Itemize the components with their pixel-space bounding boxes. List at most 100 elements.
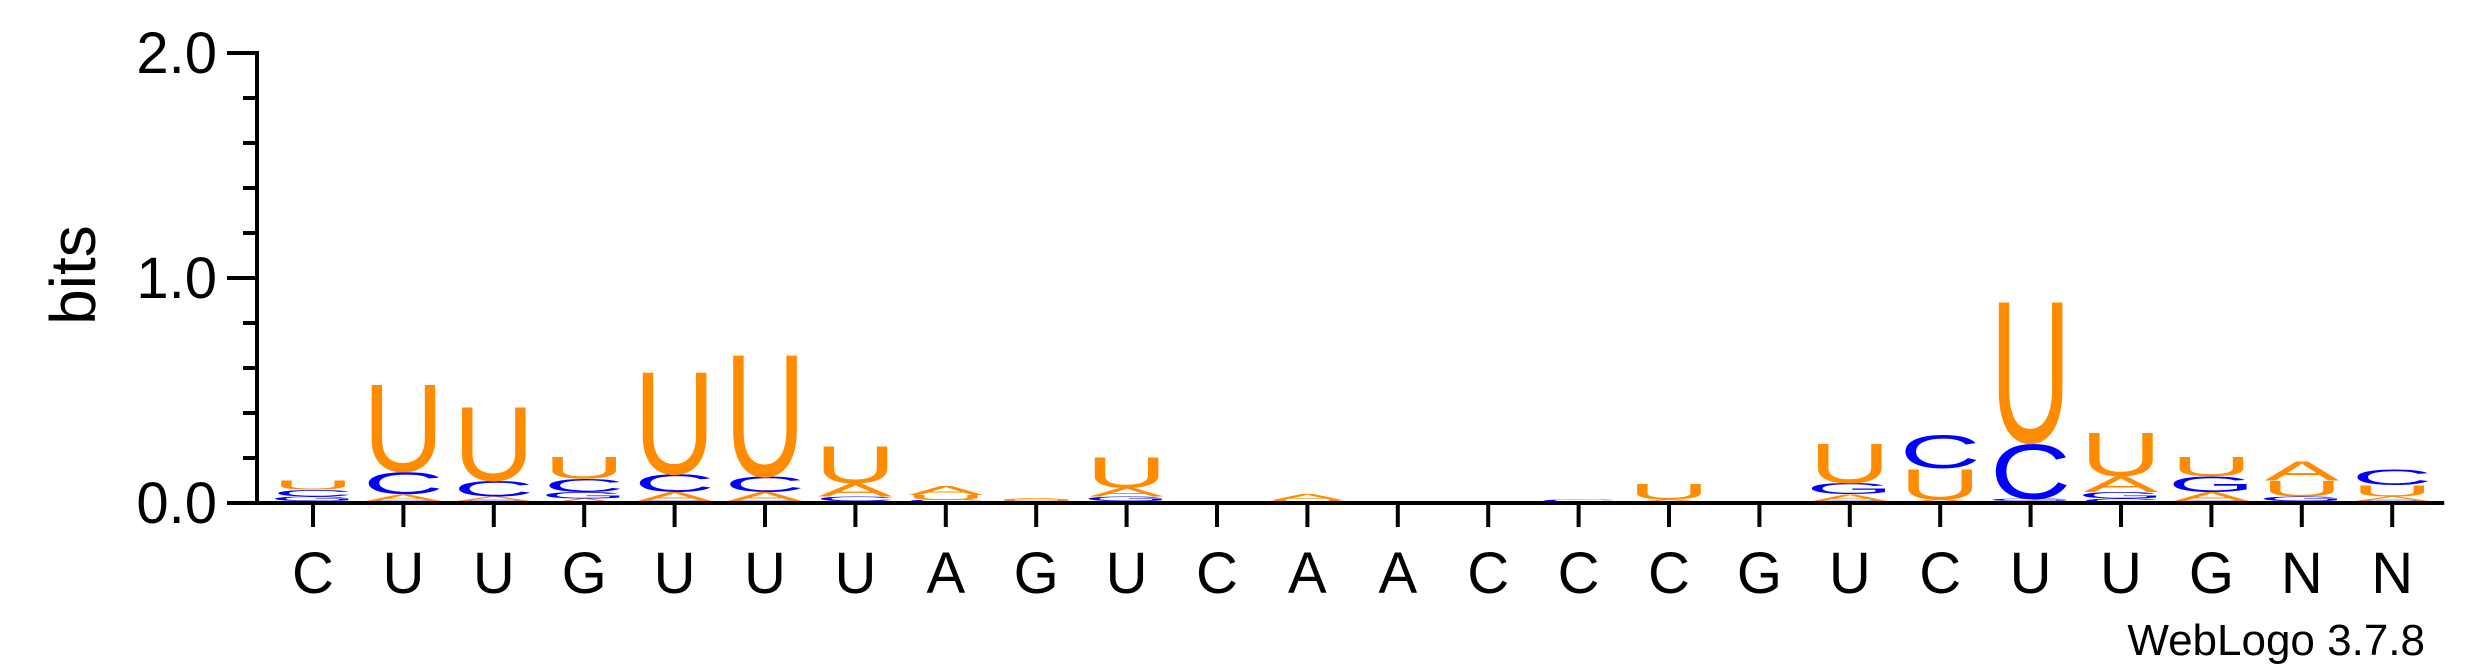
logo-letter-c: C: [725, 472, 806, 496]
logo-letter-u: U: [453, 385, 534, 504]
x-tick-label: G: [1014, 541, 1059, 606]
y-axis-label: bits: [37, 225, 109, 325]
logo-letter-c: C: [1538, 499, 1619, 502]
logo-letter-a: A: [2264, 455, 2339, 486]
x-tick-label: U: [2010, 541, 2052, 606]
logo-letter-a: A: [2174, 489, 2249, 503]
x-tick-label: U: [834, 541, 876, 606]
logo-letter-c: C: [634, 470, 715, 498]
logo-letter-c: C: [815, 495, 896, 502]
logo-letter-g: G: [1806, 480, 1893, 497]
x-tick-label: A: [1378, 541, 1417, 606]
plot-area: AGCUGACUGACUAGCUGACUGACUGCAUGCUAGCUACGAU…: [269, 259, 2435, 516]
x-tick-label: A: [1288, 541, 1327, 606]
logo-letter-g: G: [2168, 472, 2255, 496]
logo-letter-c: C: [905, 499, 986, 503]
logo-column: GACU: [360, 360, 447, 504]
x-tick-label: A: [926, 541, 965, 606]
logo-letter-a: A: [1270, 492, 1345, 502]
logo-letter-u: U: [363, 360, 444, 499]
logo-letter-g: G: [541, 490, 628, 500]
x-tick-label: C: [292, 541, 334, 606]
logo-column: CAU: [1629, 480, 1710, 504]
logo-column: GAUC: [2349, 465, 2436, 503]
x-tick-label: U: [1106, 541, 1148, 606]
x-tick-label: G: [1737, 541, 1782, 606]
logo-letter-u: U: [273, 478, 354, 492]
logo-column: GCAU: [812, 435, 899, 504]
y-tick-label: 2.0: [136, 21, 217, 86]
logo-letter-u: U: [2261, 477, 2342, 501]
x-tick-label: C: [1196, 541, 1238, 606]
logo-letter-u: U: [544, 451, 625, 486]
logo-letter-a: A: [1089, 485, 1164, 499]
logo-letter-c: C: [453, 477, 534, 501]
logo-letter-a: A: [728, 489, 803, 503]
logo-letter-a: A: [818, 479, 893, 500]
logo-letter-u: U: [1086, 448, 1167, 497]
logo-letter-g: G: [1987, 498, 2074, 502]
logo-letter-a: A: [1903, 499, 1978, 503]
logo-column: CGUA: [2258, 455, 2345, 503]
logo-column: GAUC: [1897, 426, 1984, 509]
y-tick-label: 1.0: [136, 246, 217, 311]
logo-letter-c: C: [363, 466, 444, 501]
logo-letter-g: G: [2258, 495, 2345, 502]
logo-letter-a: A: [1632, 499, 1707, 503]
logo-letter-a: A: [1812, 492, 1887, 502]
logo-letter-u: U: [1990, 259, 2071, 486]
logo-letter-a: A: [456, 495, 531, 502]
x-tick-label: U: [1829, 541, 1871, 606]
logo-letter-g: G: [2077, 490, 2164, 500]
logo-letter-a: A: [366, 492, 441, 502]
x-tick-label: N: [2371, 541, 2413, 606]
logo-letter-g: G: [269, 495, 356, 502]
x-tick-label: G: [562, 541, 607, 606]
logo-letter-u: U: [996, 499, 1077, 501]
logo-letter-u: U: [2081, 420, 2162, 490]
logo-letter-c: C: [2081, 497, 2162, 504]
logo-letter-a: A: [2355, 495, 2430, 502]
x-tick-label: U: [744, 541, 786, 606]
x-tick-label: U: [473, 541, 515, 606]
logo-letter-u: U: [725, 319, 806, 514]
logo-letter-c: C: [273, 488, 354, 498]
logo-letter-u: U: [1809, 432, 1890, 495]
y-tick-label: 0.0: [136, 471, 217, 536]
x-tick-label: C: [1467, 541, 1509, 606]
x-tick-label: C: [1648, 541, 1690, 606]
logo-letter-u: U: [634, 341, 715, 505]
logo-letter-g: G: [1083, 495, 1170, 502]
logo-letter-u: U: [2171, 451, 2252, 482]
logo-letter-a: A: [2084, 472, 2159, 496]
logo-column: GACU: [631, 341, 718, 505]
x-tick-label: N: [2281, 541, 2323, 606]
x-tick-label: C: [1558, 541, 1600, 606]
x-tick-label: U: [2100, 541, 2142, 606]
logo-letter-u: U: [1629, 480, 1710, 504]
logo-column: CAGU: [1806, 432, 1893, 504]
logo-letter-u: U: [905, 494, 986, 501]
logo-column: GACU: [721, 319, 808, 514]
logo-letter-u: U: [2352, 482, 2433, 499]
x-tick-label: C: [1919, 541, 1961, 606]
weblogo-credit: WebLogo 3.7.8: [2127, 616, 2425, 665]
logo-letter-a: A: [637, 489, 712, 503]
logo-letter-c: C: [2352, 465, 2433, 489]
logo-letter-u: U: [815, 435, 896, 494]
x-tick-label: U: [654, 541, 696, 606]
x-tick-label: G: [2189, 541, 2234, 606]
y-axis: 0.0 1.0 2.0: [136, 21, 259, 536]
logo-column: CAGU: [2168, 451, 2255, 504]
logo-letter-a: A: [547, 497, 622, 504]
logo-letter-c: C: [544, 475, 625, 496]
logo-letter-a: A: [999, 498, 1074, 500]
